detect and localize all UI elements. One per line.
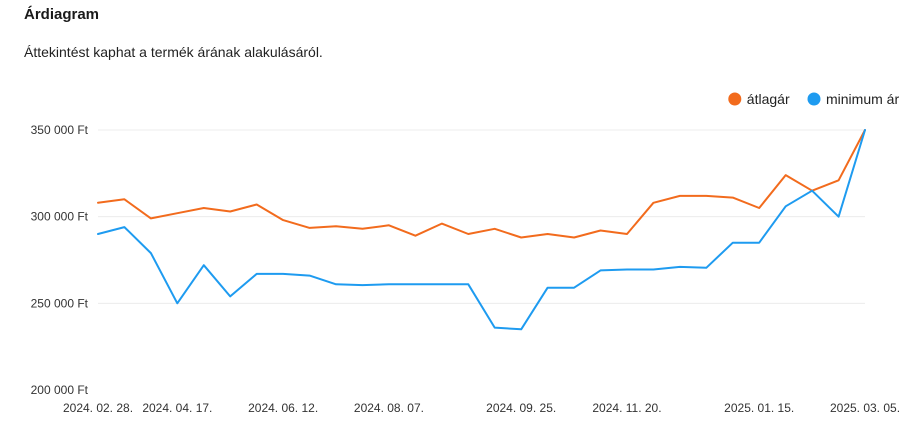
chart-legend[interactable]: átlagár minimum ár [728, 91, 899, 107]
chart-grid [98, 129, 865, 304]
x-axis: 2024. 02. 28. 2024. 04. 17. 2024. 06. 12. 2… [63, 401, 900, 415]
price-chart: 200 000 Ft 250 000 Ft 300 000 Ft 350 000 Ft… [0, 80, 912, 425]
y-axis: 200 000 Ft 250 000 Ft 300 000 Ft 350 000 Ft [31, 123, 89, 397]
x-tick-label: 2024. 09. 25. [486, 401, 556, 415]
x-tick-label: 2024. 08. 07. [354, 401, 424, 415]
legend-item[interactable]: átlagár [728, 91, 790, 107]
y-tick-label: 200 000 Ft [31, 383, 89, 397]
series-line-atlagar [97, 129, 866, 239]
x-tick-label: 2024. 06. 12. [248, 401, 318, 415]
legend-label: átlagár [747, 91, 790, 107]
page-title: Árdiagram [24, 6, 100, 23]
legend-marker [728, 92, 742, 106]
y-tick-label: 350 000 Ft [31, 123, 89, 137]
price-chart-svg: 200 000 Ft 250 000 Ft 300 000 Ft 350 000 Ft… [31, 91, 900, 415]
x-tick-label: 2025. 01. 15. [724, 401, 794, 415]
series-line-minimum-ar [97, 129, 866, 331]
x-tick-label: 2024. 04. 17. [142, 401, 212, 415]
y-tick-label: 300 000 Ft [31, 210, 89, 224]
x-tick-label: 2024. 02. 28. [63, 401, 133, 415]
page-description: Áttekintést kaphat a termék árának alaku… [24, 44, 323, 60]
x-tick-label: 2025. 03. 05. [830, 401, 900, 415]
legend-marker [807, 92, 821, 106]
legend-label: minimum ár [826, 91, 899, 107]
chart-series [97, 129, 866, 331]
y-tick-label: 250 000 Ft [31, 296, 89, 310]
x-tick-label: 2024. 11. 20. [592, 401, 661, 415]
legend-item[interactable]: minimum ár [807, 91, 900, 107]
